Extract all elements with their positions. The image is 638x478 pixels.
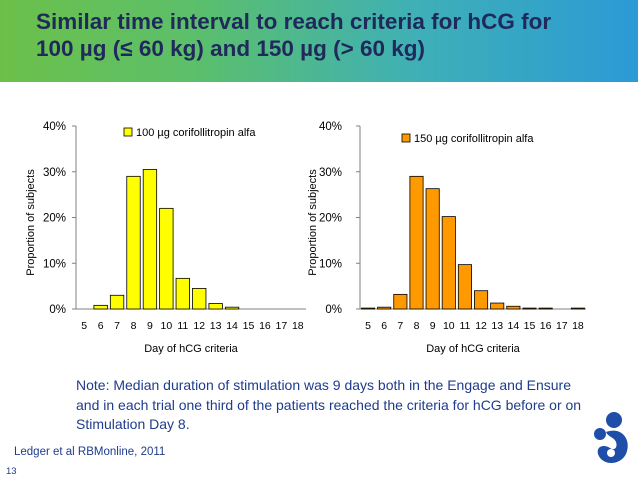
x-tick-label: 17 xyxy=(276,320,288,332)
bar xyxy=(159,207,174,310)
x-tick-label: 14 xyxy=(508,320,520,332)
bar xyxy=(570,307,585,310)
bar xyxy=(393,293,408,310)
x-tick-label: 18 xyxy=(572,320,584,332)
x-tick-label: 11 xyxy=(177,320,188,332)
x-axis-title: Day of hCG criteria xyxy=(426,343,520,355)
bar xyxy=(457,264,472,310)
x-tick-label: 7 xyxy=(114,320,120,332)
company-logo xyxy=(594,412,628,463)
y-tick-label: 0% xyxy=(49,304,66,316)
x-tick-label: 8 xyxy=(131,320,137,332)
title-line-1: Similar time interval to reach criteria … xyxy=(36,9,552,34)
bar xyxy=(474,290,489,310)
y-tick-label: 20% xyxy=(319,213,342,225)
x-tick-label: 16 xyxy=(540,320,552,332)
bar xyxy=(490,302,505,310)
x-tick-label: 10 xyxy=(161,320,173,332)
bar xyxy=(208,303,223,310)
x-tick-label: 13 xyxy=(491,320,503,332)
x-tick-label: 5 xyxy=(365,320,371,332)
y-axis-title: Proportion of subjects xyxy=(307,169,319,276)
y-tick-label: 10% xyxy=(43,258,66,270)
x-tick-label: 15 xyxy=(524,320,536,332)
slide-number: 13 xyxy=(6,466,17,477)
bar xyxy=(425,188,440,310)
x-tick-label: 15 xyxy=(243,320,255,332)
x-tick-label: 11 xyxy=(459,320,470,332)
chart-100ug: 0% 10% 20% 30% 40% 5 6 7 8 9 10 11 12 13 14 15 16 17 18 Day… xyxy=(20,112,320,362)
x-tick-label: 5 xyxy=(81,320,87,332)
x-tick-label: 13 xyxy=(210,320,222,332)
bar xyxy=(441,216,456,310)
bar xyxy=(361,307,376,310)
y-tick-label: 20% xyxy=(43,213,66,225)
x-tick-label: 9 xyxy=(430,320,436,332)
bar xyxy=(142,169,158,310)
bar xyxy=(409,175,424,310)
title-banner: Similar time interval to reach criteria … xyxy=(0,0,638,82)
legend-label: 100 µg corifollitropin alfa xyxy=(136,127,256,139)
slide-title: Similar time interval to reach criteria … xyxy=(36,8,626,62)
bar xyxy=(175,277,190,310)
chart-150ug: 0% 10% 20% 30% 40% 5 6 7 8 9 10 11 12 13 14 15 16 17 18 Day… xyxy=(302,112,602,362)
x-tick-label: 12 xyxy=(193,320,205,332)
legend-swatch xyxy=(123,127,133,137)
y-tick-label: 40% xyxy=(43,121,66,133)
bar xyxy=(126,175,141,310)
bar xyxy=(224,306,240,310)
y-axis-title: Proportion of subjects xyxy=(25,169,37,276)
x-tick-label: 6 xyxy=(98,320,104,332)
x-tick-label: 10 xyxy=(443,320,455,332)
x-axis-title: Day of hCG criteria xyxy=(144,343,238,355)
bar xyxy=(93,304,108,310)
y-tick-label: 0% xyxy=(325,304,342,316)
bar xyxy=(506,305,521,310)
bar xyxy=(522,307,537,310)
x-tick-label: 14 xyxy=(226,320,238,332)
y-tick-label: 30% xyxy=(319,167,342,179)
title-line-2: 100 µg (≤ 60 kg) and 150 µg (> 60 kg) xyxy=(36,36,426,61)
bar xyxy=(109,294,125,310)
chart-100ug-svg: 0% 10% 20% 30% 40% 5 6 7 8 9 10 11 12 13 14 15 16 17 18 Day… xyxy=(25,121,306,355)
legend-label: 150 µg corifollitropin alfa xyxy=(414,133,534,145)
x-tick-label: 6 xyxy=(381,320,387,332)
x-tick-label: 9 xyxy=(147,320,153,332)
y-tick-label: 40% xyxy=(319,121,342,133)
reference-text: Ledger et al RBMonline, 2011 xyxy=(14,446,166,458)
chart-150ug-svg: 0% 10% 20% 30% 40% 5 6 7 8 9 10 11 12 13 14 15 16 17 18 Day… xyxy=(307,121,586,355)
legend-swatch xyxy=(401,133,411,143)
x-tick-label: 16 xyxy=(259,320,271,332)
y-tick-label: 30% xyxy=(43,167,66,179)
y-tick-label: 10% xyxy=(319,258,342,270)
bar xyxy=(377,306,392,310)
note-text: Note: Median duration of stimulation was… xyxy=(76,377,582,432)
x-tick-label: 18 xyxy=(292,320,304,332)
x-tick-label: 12 xyxy=(475,320,487,332)
x-tick-label: 7 xyxy=(397,320,403,332)
bar xyxy=(538,307,553,310)
x-tick-label: 8 xyxy=(414,320,420,332)
bar xyxy=(192,288,207,310)
x-tick-label: 17 xyxy=(556,320,568,332)
